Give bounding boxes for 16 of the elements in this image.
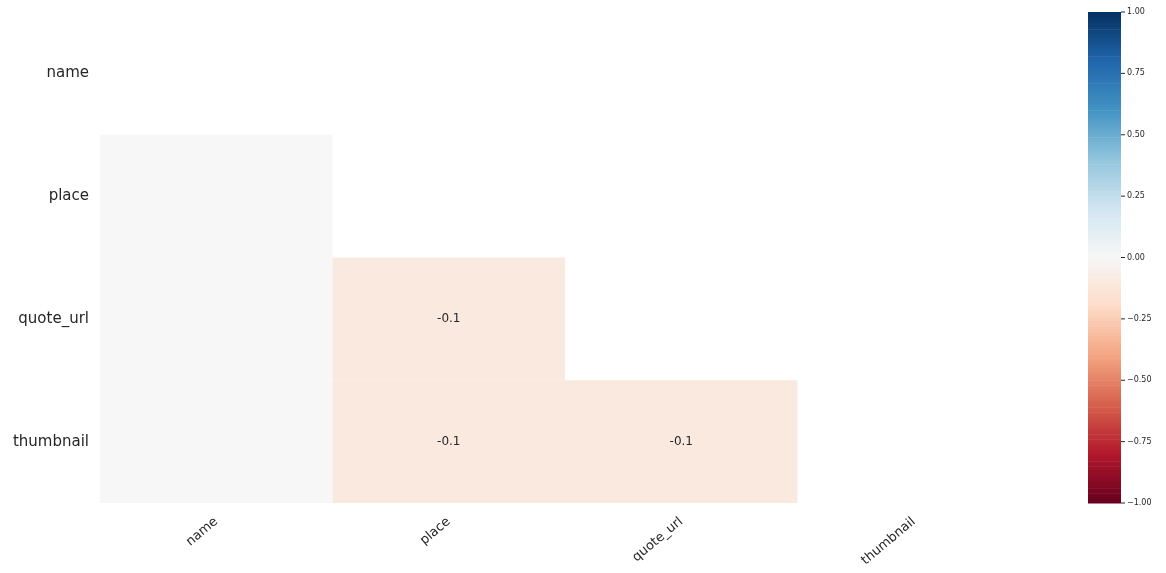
y-tick-label: thumbnail — [12, 431, 89, 450]
color-bar-label: −1.00 — [1127, 498, 1152, 508]
data-label: -0.1 — [669, 433, 693, 448]
color-bar-label: −0.75 — [1127, 436, 1152, 446]
y-tick-label: place — [48, 186, 89, 205]
y-tick-label: quote_url — [18, 308, 89, 328]
color-bar-label: 0.50 — [1127, 129, 1145, 139]
color-bar-label: 0.00 — [1127, 252, 1145, 262]
color-bar-label: 0.25 — [1127, 191, 1145, 201]
color-bar-label: 1.00 — [1127, 7, 1145, 17]
color-bar-label: −0.50 — [1127, 375, 1152, 385]
y-tick-label: name — [46, 63, 89, 82]
data-label: -0.1 — [437, 311, 461, 325]
data-label: -0.1 — [437, 433, 461, 448]
color-bar-label: −0.25 — [1127, 313, 1152, 323]
color-bar-label: 0.75 — [1127, 68, 1145, 78]
